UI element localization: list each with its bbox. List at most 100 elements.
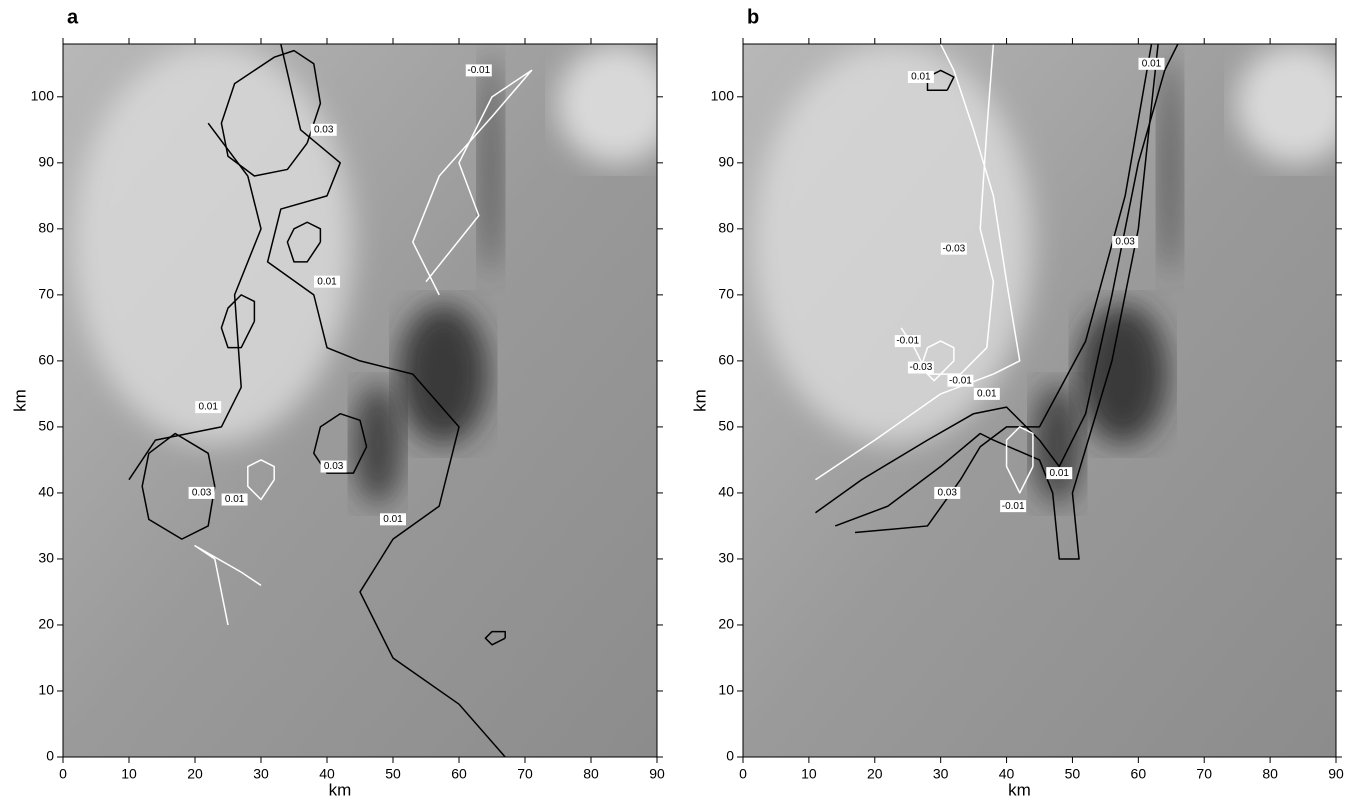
contour-line <box>286 221 322 263</box>
image-bright <box>73 44 353 444</box>
contour-label: 0.03 <box>192 488 212 499</box>
contour-line <box>1005 426 1034 494</box>
contour-label-box <box>973 387 1000 400</box>
contour-label-box <box>934 486 961 499</box>
contour-label: 0.01 <box>1142 58 1162 69</box>
x-tick-label: 80 <box>1262 766 1278 782</box>
contour-line <box>834 44 1159 560</box>
contour-line <box>926 69 955 91</box>
x-tick-label: 30 <box>933 766 949 782</box>
contour-line <box>313 412 368 474</box>
x-tick-label: 10 <box>801 766 817 782</box>
plot-frame <box>62 43 658 758</box>
x-tick-label: 10 <box>121 766 137 782</box>
contour-label-box <box>310 123 337 136</box>
contour-label-box <box>940 242 967 255</box>
x-tick-label: 20 <box>187 766 203 782</box>
y-tick-label: 50 <box>718 418 734 434</box>
contour-label: -0.01 <box>1002 501 1025 512</box>
y-tick-label: 10 <box>38 682 54 698</box>
contour-label-box <box>1112 236 1139 249</box>
contour-label-box <box>195 401 222 414</box>
contour-line <box>194 544 262 626</box>
x-tick-label: 50 <box>1065 766 1081 782</box>
y-tick-label: 20 <box>718 616 734 632</box>
x-tick-label: 40 <box>319 766 335 782</box>
contour-label-box <box>894 335 921 348</box>
contour-label: -0.03 <box>942 243 965 254</box>
contour-line <box>484 630 506 646</box>
y-axis-label: km <box>10 389 29 412</box>
contour-label: 0.01 <box>317 276 337 287</box>
panel-label: a <box>67 6 79 28</box>
contour-line <box>815 44 1179 514</box>
contour-label: 0.01 <box>225 494 245 505</box>
x-tick-label: 40 <box>999 766 1015 782</box>
plot-frame <box>742 43 1337 758</box>
contour-label-box <box>380 513 406 526</box>
y-tick-label: 30 <box>718 550 734 566</box>
contour-label-box <box>907 71 934 84</box>
contour-line <box>412 69 533 296</box>
y-tick-label: 40 <box>38 484 54 500</box>
y-tick-label: 60 <box>718 352 734 368</box>
panel-label: b <box>747 6 759 28</box>
contour-label-box <box>314 275 340 288</box>
y-tick-label: 0 <box>46 748 54 764</box>
contour-label: 0.01 <box>198 402 218 413</box>
image-dark <box>352 384 403 504</box>
contour-line <box>220 49 322 177</box>
y-tick-label: 30 <box>38 550 54 566</box>
image-dark <box>478 54 503 274</box>
y-tick-label: 60 <box>38 352 54 368</box>
image-bright <box>557 44 657 164</box>
contour-label: -0.01 <box>896 336 919 347</box>
contour-label: 0.03 <box>314 124 334 135</box>
contour-label: 0.03 <box>324 461 344 472</box>
panel-image: 0.03 0.01 0.01 0.03 0.03 0.01 0.01 -0.01 <box>63 44 657 757</box>
y-tick-label: 0 <box>726 748 734 764</box>
image-dark <box>1077 304 1168 444</box>
y-tick-label: 90 <box>718 154 734 170</box>
contour-label: 0.01 <box>911 72 931 83</box>
contour-label-box <box>188 486 215 499</box>
x-tick-label: 20 <box>867 766 883 782</box>
x-tick-label: 80 <box>583 766 599 782</box>
contour-label: -0.01 <box>949 375 972 386</box>
contour-label: 0.03 <box>938 488 958 499</box>
x-tick-label: 50 <box>385 766 401 782</box>
contour-label: 0.01 <box>1050 468 1070 479</box>
contour-line <box>220 294 256 349</box>
x-tick-label: 70 <box>517 766 533 782</box>
contour-label-box <box>1046 467 1073 480</box>
image-bright <box>1236 44 1336 164</box>
y-tick-label: 50 <box>38 418 54 434</box>
contour-line <box>141 432 216 540</box>
y-tick-label: 80 <box>718 220 734 236</box>
x-tick-label: 60 <box>451 766 467 782</box>
contour-label: -0.01 <box>467 65 490 76</box>
x-axis-label: km <box>1008 780 1031 799</box>
y-tick-label: 100 <box>31 88 55 104</box>
x-tick-label: 90 <box>1328 766 1344 782</box>
contour-line <box>854 44 1153 534</box>
y-tick-label: 90 <box>38 154 54 170</box>
contour-label-box <box>320 460 347 473</box>
y-tick-label: 10 <box>718 682 734 698</box>
contour-label: 0.01 <box>383 514 403 525</box>
contour-label: 0.03 <box>1115 237 1135 248</box>
image-dark <box>1157 54 1182 274</box>
contour-line <box>815 44 1021 481</box>
contour-label-box <box>465 64 492 77</box>
contour-line <box>247 459 275 501</box>
x-tick-label: 90 <box>649 766 665 782</box>
x-axis-label: km <box>329 780 352 799</box>
contour-label: -0.03 <box>910 362 933 373</box>
x-tick-label: 30 <box>253 766 269 782</box>
contour-line <box>920 340 955 382</box>
y-tick-label: 80 <box>38 220 54 236</box>
y-tick-label: 70 <box>718 286 734 302</box>
contour-label-box <box>907 361 934 374</box>
contour-label: 0.01 <box>977 389 997 400</box>
